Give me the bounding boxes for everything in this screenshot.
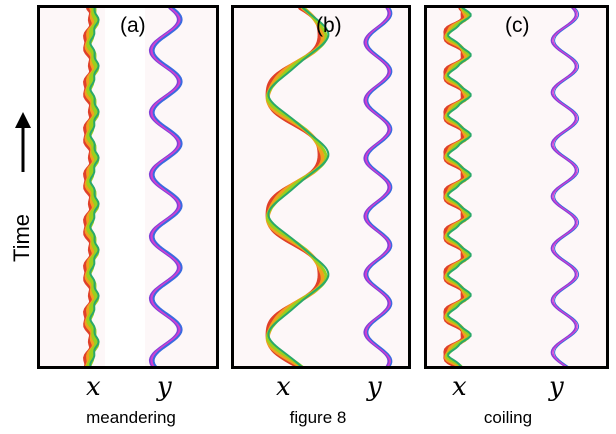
panel-c-y-trace bbox=[550, 8, 580, 366]
trace-line bbox=[364, 8, 392, 366]
time-arrow-icon bbox=[15, 112, 31, 172]
trace-line bbox=[554, 8, 580, 366]
panel-a-caption: meandering bbox=[86, 408, 176, 427]
panel-c-tag: (c) bbox=[505, 14, 530, 37]
trace-line bbox=[363, 8, 390, 366]
trace-line bbox=[152, 8, 183, 366]
panel-b-x-label: x bbox=[276, 372, 291, 402]
panel-a-tag: (a) bbox=[120, 14, 146, 37]
trace-line bbox=[552, 8, 578, 366]
panel-b-y-label: y bbox=[367, 372, 382, 402]
panel-b: (b) bbox=[231, 5, 411, 369]
panel-c-x-label: x bbox=[452, 372, 467, 402]
trace-line bbox=[366, 8, 393, 366]
panel-c-x-trace bbox=[443, 8, 472, 366]
trace-line bbox=[265, 8, 325, 366]
panel-b-traces bbox=[265, 8, 393, 366]
panel-c-y-label: y bbox=[549, 372, 564, 402]
panel-b-tag: (b) bbox=[316, 14, 342, 37]
trace-line bbox=[266, 8, 328, 366]
trace-line bbox=[267, 8, 330, 366]
panel-a-y-trace bbox=[148, 8, 183, 366]
panel-c-traces bbox=[443, 8, 580, 366]
panel-a-traces bbox=[83, 8, 183, 366]
panel-b-y-trace bbox=[363, 8, 393, 366]
trace-line bbox=[443, 8, 466, 366]
time-axis-label: Time bbox=[9, 213, 34, 263]
panel-c: (c) bbox=[424, 5, 609, 369]
panel-c-caption: coiling bbox=[483, 408, 533, 427]
trace-line bbox=[89, 8, 100, 366]
panel-b-x-trace bbox=[265, 8, 330, 366]
panel-a: (a) bbox=[37, 5, 219, 369]
panel-a-x-trace bbox=[83, 8, 100, 366]
trace-line bbox=[447, 8, 472, 366]
panel-b-caption: figure 8 bbox=[289, 408, 347, 427]
panel-a-y-label: y bbox=[157, 372, 172, 402]
trace-line bbox=[550, 8, 577, 366]
panel-a-x-label: x bbox=[86, 372, 101, 402]
